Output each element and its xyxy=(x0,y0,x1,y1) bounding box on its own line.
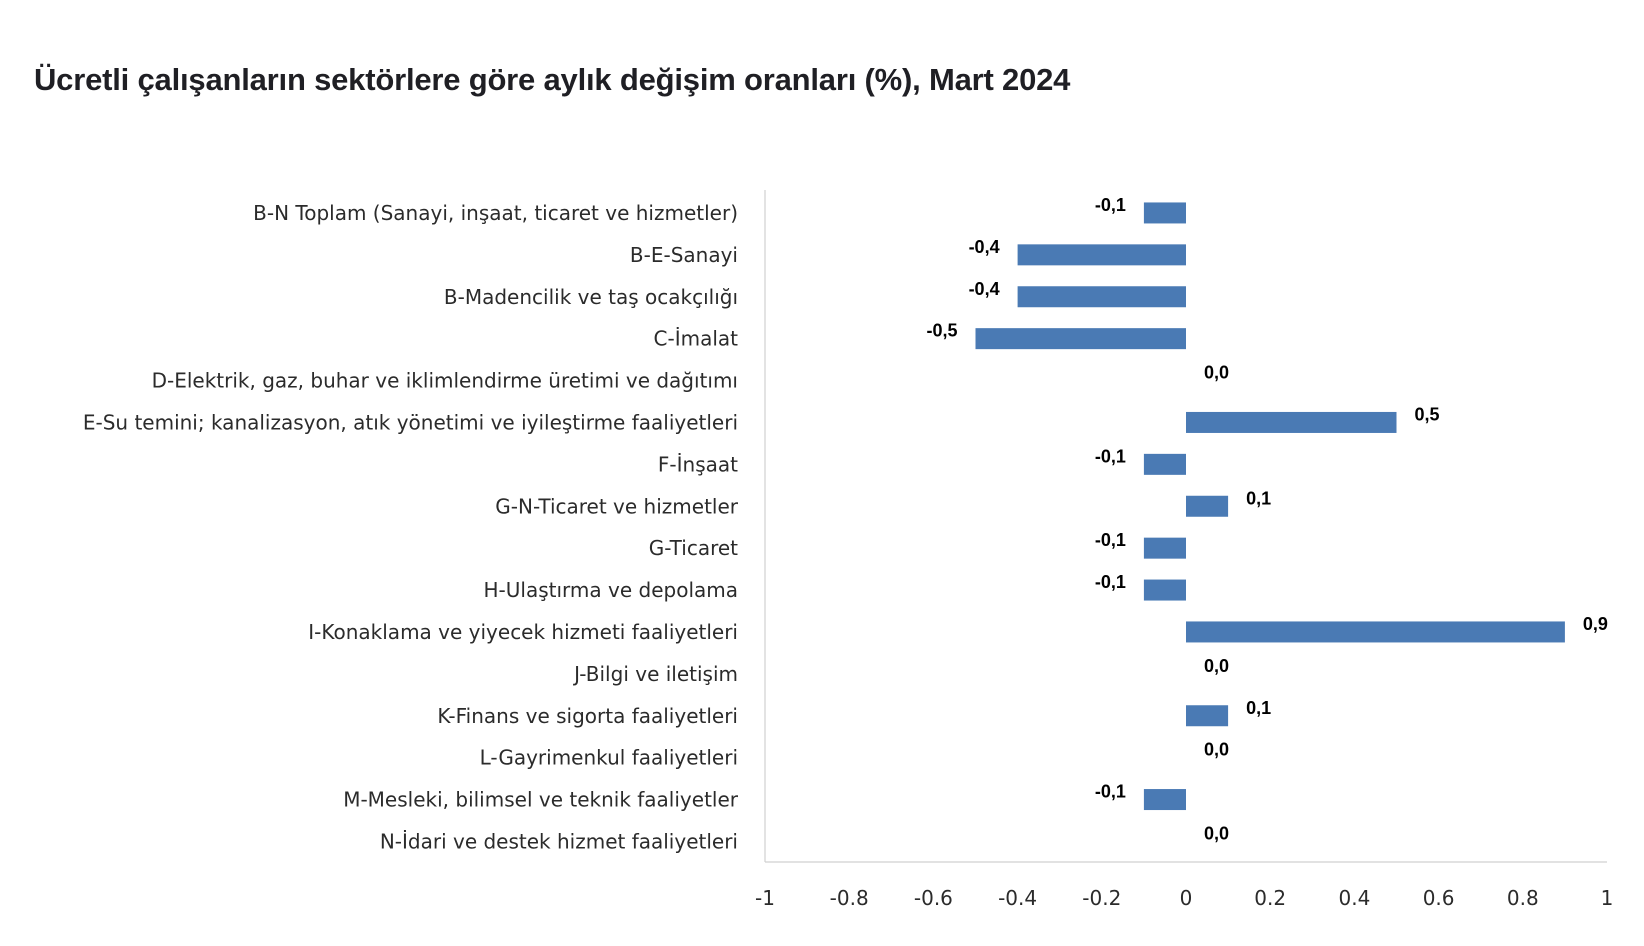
data-label: -0,4 xyxy=(969,279,1000,299)
bar xyxy=(1017,244,1186,266)
bar xyxy=(975,328,1186,350)
tick-labels-group: -1 -0.8 -0.6 -0.4 -0.2 0 0.2 0.4 0.6 0.8 1 xyxy=(755,886,1613,910)
category-label: B-E-Sanayi xyxy=(630,243,738,267)
x-tick-label: -0.2 xyxy=(1082,886,1121,910)
x-tick-label: 0.6 xyxy=(1423,886,1455,910)
x-tick-label: 0.4 xyxy=(1338,886,1370,910)
category-labels-group: B-N Toplam (Sanayi, inşaat, ticaret ve h… xyxy=(83,201,739,854)
data-label: 0,5 xyxy=(1415,404,1440,424)
data-label: 0,0 xyxy=(1204,823,1229,843)
x-tick-label: 0.8 xyxy=(1507,886,1539,910)
data-label: -0,1 xyxy=(1095,782,1126,802)
data-label: -0,1 xyxy=(1095,572,1126,592)
bar xyxy=(1143,202,1186,224)
category-label: I-Konaklama ve yiyecek hizmeti faaliyetl… xyxy=(308,620,738,644)
data-label: -0,4 xyxy=(969,237,1000,257)
data-label: 0,0 xyxy=(1204,740,1229,760)
data-label: -0,1 xyxy=(1095,530,1126,550)
x-tick-label: -0.4 xyxy=(998,886,1037,910)
category-label: G-Ticaret xyxy=(649,536,738,560)
bar xyxy=(1143,537,1186,559)
bar xyxy=(1186,411,1397,433)
data-label: 0,0 xyxy=(1204,656,1229,676)
bar xyxy=(1143,579,1186,601)
bar xyxy=(1017,286,1186,308)
bar xyxy=(1143,789,1186,811)
category-label: L-Gayrimenkul faaliyetleri xyxy=(480,746,738,770)
category-label: E-Su temini; kanalizasyon, atık yönetimi… xyxy=(83,410,738,434)
category-label: J-Bilgi ve iletişim xyxy=(572,662,738,686)
chart-title: Ücretli çalışanların sektörlere göre ayl… xyxy=(34,62,1071,97)
bars-group xyxy=(975,202,1565,811)
x-tick-label: -0.8 xyxy=(830,886,869,910)
category-label: H-Ulaştırma ve depolama xyxy=(484,578,738,602)
category-label: K-Finans ve sigorta faaliyetleri xyxy=(437,704,738,728)
data-label: 0,1 xyxy=(1246,698,1271,718)
x-tick-label: 0.2 xyxy=(1254,886,1286,910)
bar xyxy=(1186,705,1229,727)
category-label: G-N-Ticaret ve hizmetler xyxy=(495,494,738,518)
category-label: F-İnşaat xyxy=(658,452,738,476)
data-label: 0,9 xyxy=(1583,614,1608,634)
x-tick-label: 1 xyxy=(1601,886,1614,910)
bar xyxy=(1186,495,1229,517)
bar xyxy=(1143,453,1186,475)
category-label: B-N Toplam (Sanayi, inşaat, ticaret ve h… xyxy=(253,201,738,225)
data-label: 0,1 xyxy=(1246,488,1271,508)
category-label: N-İdari ve destek hizmet faaliyetleri xyxy=(380,829,738,853)
x-tick-label: -1 xyxy=(755,886,775,910)
chart-axes xyxy=(764,190,1607,863)
bar xyxy=(1186,621,1565,643)
category-label: B-Madencilik ve taş ocakçılığı xyxy=(444,285,738,309)
category-label: M-Mesleki, bilimsel ve teknik faaliyetle… xyxy=(343,788,739,812)
x-tick-label: 0 xyxy=(1180,886,1193,910)
data-label: 0,0 xyxy=(1204,363,1229,383)
data-label: -0,1 xyxy=(1095,446,1126,466)
value-labels-group: -0,1 -0,4 -0,4 -0,5 0,0 0,5 -0,1 0,1 -0,1 -0,1 0,9… xyxy=(926,195,1607,844)
data-label: -0,1 xyxy=(1095,195,1126,215)
category-label: D-Elektrik, gaz, buhar ve iklimlendirme … xyxy=(152,369,738,393)
category-label: C-İmalat xyxy=(654,327,739,351)
x-tick-label: -0.6 xyxy=(914,886,953,910)
data-label: -0,5 xyxy=(926,321,957,341)
